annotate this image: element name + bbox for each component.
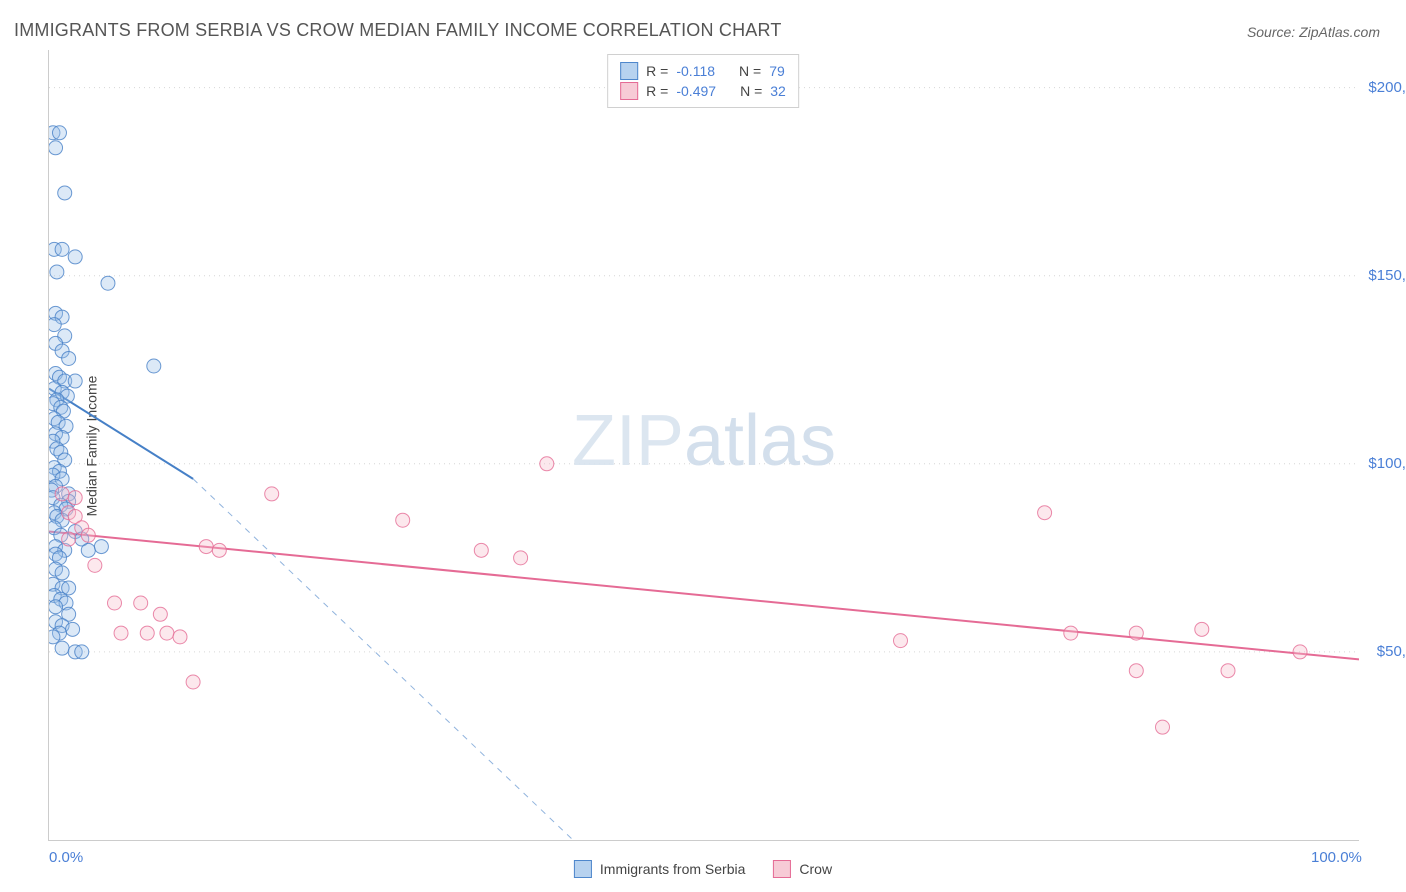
swatch-blue-icon <box>620 62 638 80</box>
plot-area: $50,000$100,000$150,000$200,000 0.0%100.… <box>48 50 1359 841</box>
x-tick-label: 0.0% <box>49 849 83 866</box>
r-value-serbia: -0.118 <box>676 61 715 81</box>
r-value-crow: -0.497 <box>676 81 716 101</box>
swatch-pink-icon <box>773 860 791 878</box>
n-value-crow: 32 <box>770 81 786 101</box>
n-label: N = <box>740 81 762 101</box>
legend-row-crow: R = -0.497 N = 32 <box>620 81 786 101</box>
legend-row-serbia: R = -0.118 N = 79 <box>620 61 786 81</box>
legend-item-serbia: Immigrants from Serbia <box>574 860 745 878</box>
y-tick-label: $150,000 <box>1368 267 1406 284</box>
chart-title: IMMIGRANTS FROM SERBIA VS CROW MEDIAN FA… <box>14 20 782 41</box>
y-tick-label: $200,000 <box>1368 79 1406 96</box>
chart-container: IMMIGRANTS FROM SERBIA VS CROW MEDIAN FA… <box>0 0 1406 892</box>
chart-svg <box>49 50 1359 840</box>
chart-source: Source: ZipAtlas.com <box>1247 24 1380 40</box>
legend-label-crow: Crow <box>799 861 832 877</box>
r-label: R = <box>646 61 668 81</box>
swatch-pink-icon <box>620 82 638 100</box>
legend-correlation: R = -0.118 N = 79 R = -0.497 N = 32 <box>607 54 799 108</box>
legend-item-crow: Crow <box>773 860 832 878</box>
r-label: R = <box>646 81 668 101</box>
y-tick-label: $100,000 <box>1368 455 1406 472</box>
swatch-blue-icon <box>574 860 592 878</box>
x-tick-label: 100.0% <box>1311 849 1362 866</box>
y-tick-label: $50,000 <box>1377 643 1406 660</box>
n-value-serbia: 79 <box>769 61 785 81</box>
n-label: N = <box>739 61 761 81</box>
legend-label-serbia: Immigrants from Serbia <box>600 861 745 877</box>
legend-series: Immigrants from Serbia Crow <box>574 860 832 878</box>
